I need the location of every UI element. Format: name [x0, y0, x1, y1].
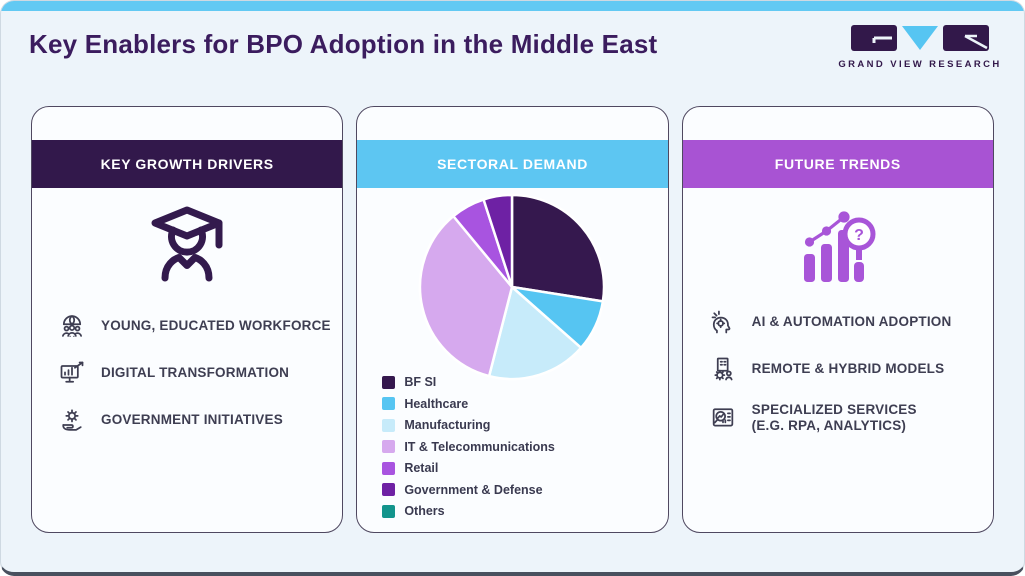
legend-swatch — [382, 375, 396, 389]
legend-item: Healthcare — [382, 397, 555, 411]
list-item-label: YOUNG, EDUCATED WORKFORCE — [101, 318, 331, 333]
card-header-sectoral-label: SECTORAL DEMAND — [437, 156, 588, 172]
legend-label: Government & Defense — [404, 482, 543, 497]
legend-item: Manufacturing — [382, 418, 555, 432]
legend-label: Healthcare — [404, 396, 469, 411]
rising-chart-magnifier-icon: ? — [803, 211, 876, 282]
page-title: Key Enablers for BPO Adoption in the Mid… — [29, 29, 658, 59]
card-header-trends-label: FUTURE TRENDS — [774, 156, 901, 172]
legend-item: Retail — [382, 461, 555, 475]
card-sectoral-demand: SECTORAL DEMAND BF SI Healthcare Manufactu… — [356, 106, 669, 533]
workforce-globe-icon — [58, 312, 86, 340]
card-header-drivers-label: KEY GROWTH DRIVERS — [100, 156, 274, 172]
pie-slice-it-telecommunications — [419, 214, 514, 378]
legend-label: BF SI — [404, 375, 437, 389]
list-item-government-initiatives: GOVERNMENT INITIATIVES — [58, 406, 332, 434]
top-accent-strip — [1, 1, 1024, 11]
list-item-label: AI & AUTOMATION ADOPTION — [751, 314, 952, 329]
trends-list: AI & AUTOMATION ADOPTION — [683, 308, 993, 434]
government-initiatives-icon — [58, 406, 86, 434]
legend-swatch — [382, 397, 396, 410]
legend-item: Others — [382, 504, 555, 518]
sector-pie-chart — [419, 193, 606, 381]
specialized-services-icon — [709, 404, 737, 432]
drivers-list: YOUNG, EDUCATED WORKFORCE — [32, 312, 342, 434]
card-body-trends: ? — [683, 188, 993, 532]
list-item-digital-transformation: DIGITAL TRANSFORMATION — [58, 359, 332, 387]
legend-swatch — [382, 461, 396, 475]
list-item-label: REMOTE & HYBRID MODELS — [751, 361, 945, 376]
pie-slice-manufacturing — [488, 285, 583, 381]
brand-logo: GRAND VIEW RESEARCH — [838, 23, 999, 70]
card-header-trends: FUTURE TRENDS — [682, 140, 993, 188]
list-item-label: SPECIALIZED SERVICES (E.G. RPA, ANALYTICS… — [751, 402, 917, 433]
legend-label: Retail — [404, 461, 439, 475]
card-body-drivers: YOUNG, EDUCATED WORKFORCE — [32, 188, 342, 532]
card-header-sectoral: SECTORAL DEMAND — [357, 140, 668, 188]
gvr-logo-icon — [851, 25, 989, 51]
legend-swatch — [382, 440, 396, 453]
legend-label: Manufacturing — [404, 418, 491, 432]
pie-slice-government-defense — [482, 193, 514, 289]
graduate-icon — [151, 206, 223, 282]
pie-legend: BF SI Healthcare Manufacturing IT & Telecom… — [382, 375, 555, 518]
list-item-specialized-services: SPECIALIZED SERVICES (E.G. RPA, ANALYTICS… — [709, 402, 983, 434]
list-item-young-educated-workforce: YOUNG, EDUCATED WORKFORCE — [58, 312, 332, 340]
legend-swatch — [382, 418, 396, 432]
legend-label: IT & Telecommunications — [404, 439, 555, 454]
list-item-remote-hybrid-models: REMOTE & HYBRID MODELS — [709, 355, 983, 383]
digital-transformation-icon — [58, 359, 86, 387]
ai-automation-icon — [709, 308, 737, 336]
legend-item: BF SI — [382, 375, 555, 389]
list-item-ai-automation-adoption: AI & AUTOMATION ADOPTION — [709, 308, 983, 336]
legend-swatch — [382, 504, 396, 518]
list-item-label: GOVERNMENT INITIATIVES — [101, 412, 283, 427]
card-key-growth-drivers: KEY GROWTH DRIVERS — [31, 106, 344, 533]
list-item-label: DIGITAL TRANSFORMATION — [101, 365, 290, 380]
card-body-sectoral: BF SI Healthcare Manufacturing IT & Telecom… — [357, 188, 667, 532]
card-header-drivers: KEY GROWTH DRIVERS — [32, 140, 343, 188]
brand-name: GRAND VIEW RESEARCH — [838, 59, 1002, 70]
cards-row: KEY GROWTH DRIVERS — [31, 106, 994, 533]
pie-slice-bf-si — [511, 193, 606, 303]
card-future-trends: FUTURE TRENDS — [681, 106, 994, 533]
svg-text:?: ? — [854, 227, 864, 244]
remote-hybrid-icon — [709, 355, 737, 383]
legend-swatch — [382, 483, 396, 496]
legend-item: Government & Defense — [382, 483, 555, 497]
legend-item: IT & Telecommunications — [382, 440, 555, 454]
legend-label: Others — [404, 504, 445, 518]
